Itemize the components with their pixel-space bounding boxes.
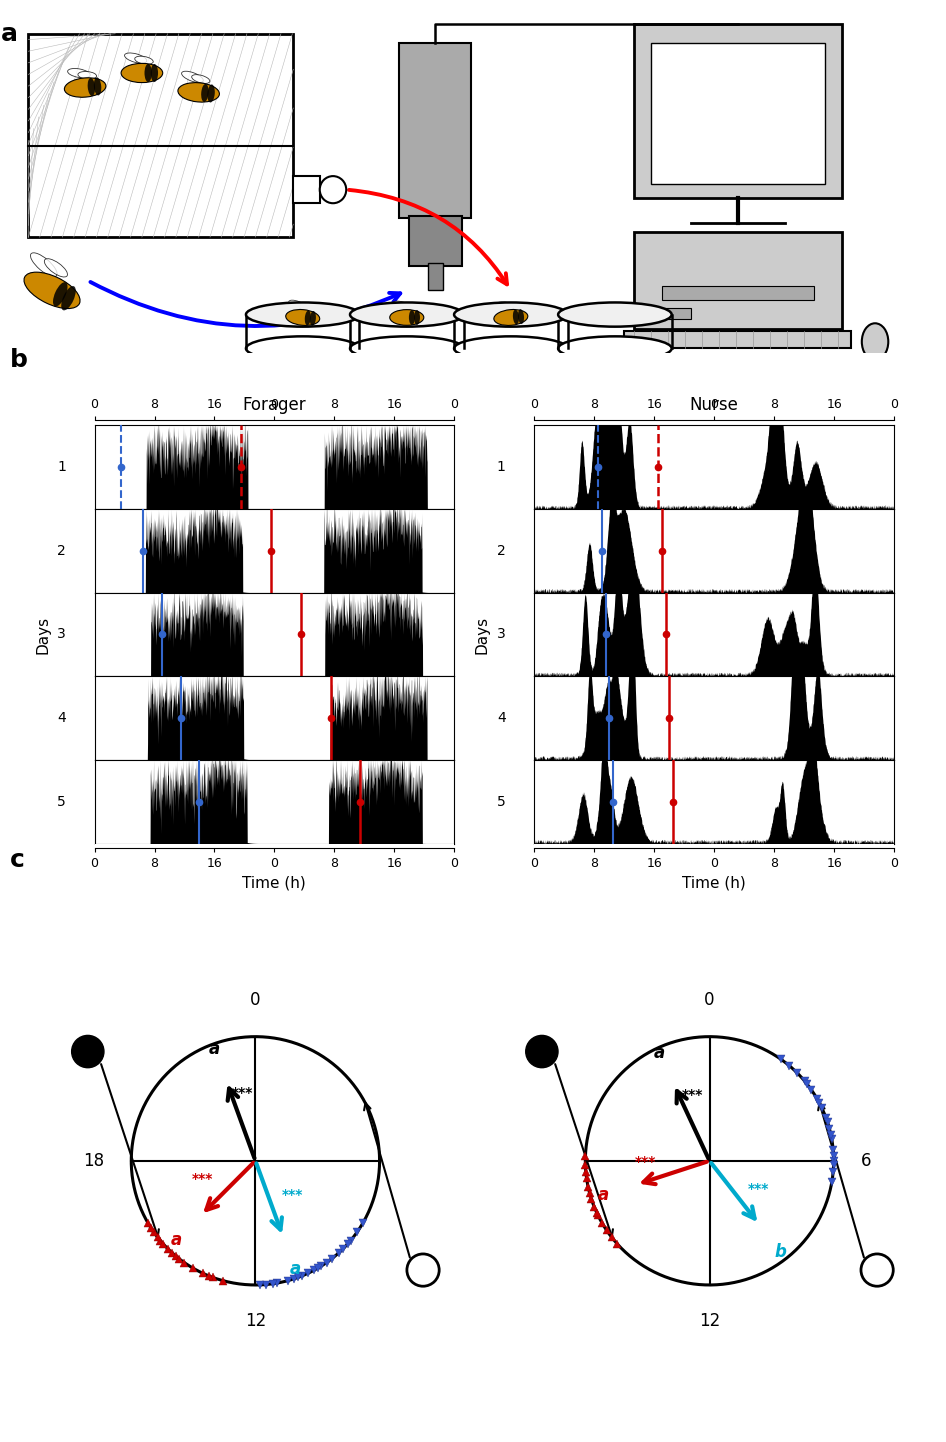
- Ellipse shape: [145, 63, 151, 82]
- Text: 4: 4: [497, 711, 506, 725]
- Ellipse shape: [207, 85, 215, 102]
- Ellipse shape: [182, 71, 203, 82]
- Text: 5: 5: [497, 795, 506, 809]
- Ellipse shape: [61, 286, 76, 310]
- Text: 5: 5: [57, 795, 66, 809]
- Ellipse shape: [246, 303, 359, 327]
- Ellipse shape: [518, 309, 524, 324]
- Text: 0: 0: [704, 991, 715, 1009]
- Text: ***: ***: [635, 1155, 657, 1169]
- Text: ***: ***: [232, 1086, 254, 1100]
- Bar: [399, 43, 471, 218]
- Bar: [28, 33, 293, 236]
- Ellipse shape: [134, 56, 153, 65]
- Ellipse shape: [409, 310, 415, 324]
- Ellipse shape: [121, 63, 163, 82]
- Ellipse shape: [305, 310, 311, 326]
- Text: b: b: [9, 348, 27, 372]
- Text: a: a: [209, 1040, 220, 1058]
- Text: Days: Days: [35, 616, 50, 653]
- Text: 12: 12: [699, 1312, 720, 1331]
- Ellipse shape: [414, 310, 420, 324]
- Ellipse shape: [862, 323, 888, 360]
- Bar: [651, 43, 825, 183]
- Ellipse shape: [178, 82, 219, 102]
- Ellipse shape: [44, 258, 67, 277]
- Ellipse shape: [246, 336, 359, 360]
- Ellipse shape: [53, 283, 67, 307]
- Ellipse shape: [393, 301, 411, 310]
- Circle shape: [526, 1035, 558, 1067]
- Ellipse shape: [94, 78, 101, 95]
- Ellipse shape: [390, 310, 424, 326]
- Text: a: a: [654, 1044, 665, 1061]
- Ellipse shape: [201, 84, 208, 102]
- Text: 12: 12: [245, 1312, 266, 1331]
- Text: 3: 3: [497, 627, 506, 642]
- Text: ***: ***: [748, 1182, 769, 1195]
- Ellipse shape: [454, 303, 568, 327]
- Text: b: b: [775, 1243, 786, 1260]
- Text: Forager: Forager: [242, 397, 307, 414]
- Ellipse shape: [78, 72, 96, 79]
- Text: a: a: [289, 1260, 301, 1278]
- Text: 2: 2: [57, 544, 66, 558]
- Text: a: a: [598, 1187, 609, 1204]
- Text: Nurse: Nurse: [690, 397, 739, 414]
- Ellipse shape: [350, 336, 464, 360]
- Ellipse shape: [497, 301, 515, 310]
- Ellipse shape: [494, 310, 528, 326]
- Bar: [409, 216, 462, 267]
- Text: a: a: [171, 1231, 182, 1249]
- Ellipse shape: [558, 336, 672, 360]
- Bar: [293, 176, 320, 203]
- Text: c: c: [9, 848, 25, 872]
- Bar: [662, 286, 814, 300]
- Circle shape: [72, 1035, 104, 1067]
- Ellipse shape: [454, 336, 568, 360]
- Bar: [634, 25, 842, 199]
- Text: 1: 1: [57, 460, 66, 474]
- Ellipse shape: [558, 303, 672, 327]
- Ellipse shape: [88, 78, 95, 97]
- Ellipse shape: [192, 75, 210, 84]
- Text: 2: 2: [497, 544, 506, 558]
- Text: Time (h): Time (h): [682, 875, 746, 890]
- Ellipse shape: [150, 63, 158, 82]
- Circle shape: [407, 1255, 439, 1286]
- Ellipse shape: [297, 303, 312, 310]
- Ellipse shape: [30, 252, 57, 277]
- Ellipse shape: [505, 304, 520, 310]
- Text: a: a: [1, 22, 18, 46]
- Text: ***: ***: [681, 1089, 703, 1102]
- Ellipse shape: [67, 69, 90, 78]
- Text: ***: ***: [192, 1172, 213, 1187]
- Text: 0: 0: [250, 991, 261, 1009]
- Ellipse shape: [286, 310, 320, 326]
- Text: 1: 1: [497, 460, 506, 474]
- Ellipse shape: [289, 300, 307, 310]
- Bar: [662, 307, 691, 320]
- Text: ***: ***: [282, 1188, 304, 1203]
- Bar: [624, 332, 851, 349]
- Ellipse shape: [64, 78, 106, 97]
- Bar: [634, 232, 842, 329]
- Text: 6: 6: [861, 1152, 871, 1169]
- Ellipse shape: [310, 311, 316, 326]
- Ellipse shape: [24, 273, 80, 309]
- Text: 18: 18: [83, 1152, 104, 1169]
- Text: 3: 3: [57, 627, 66, 642]
- Text: Time (h): Time (h): [242, 875, 307, 890]
- Text: Days: Days: [475, 616, 490, 653]
- Circle shape: [861, 1255, 893, 1286]
- Text: 4: 4: [57, 711, 66, 725]
- Ellipse shape: [350, 303, 464, 327]
- Ellipse shape: [125, 53, 147, 63]
- Bar: [428, 264, 443, 290]
- Circle shape: [320, 176, 346, 203]
- Ellipse shape: [513, 310, 519, 324]
- Ellipse shape: [401, 304, 416, 310]
